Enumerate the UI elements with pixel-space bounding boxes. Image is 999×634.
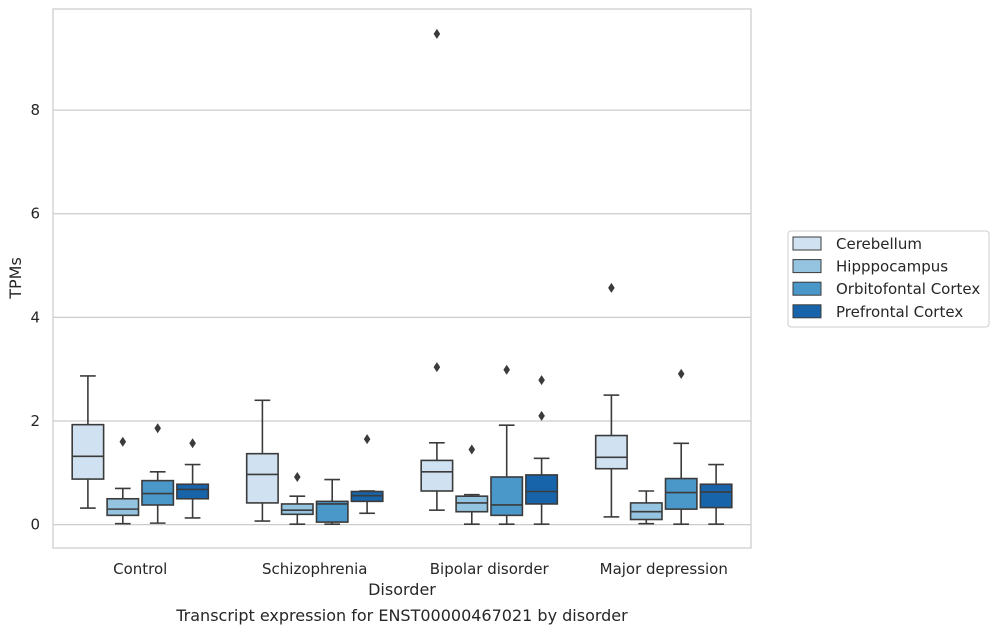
box-iqr [106,497,140,517]
y-tick-label: 0 [30,516,40,534]
legend-swatch [792,259,822,274]
box [141,423,175,524]
legend-label: Cerebellum [836,235,922,253]
box [594,282,628,518]
outlier-point [189,438,196,449]
box [455,444,489,525]
outlier-point [154,423,161,434]
x-tick-label: Schizophrenia [262,560,367,578]
outlier-point [363,434,371,445]
x-axis-label: Disorder [368,580,436,599]
box [350,434,384,515]
box [699,463,733,525]
legend-frame [787,230,990,328]
legend-swatch [792,236,822,251]
box-iqr [594,434,628,470]
x-tick-labels: Control Schizophrenia Bipolar disorder Majo… [113,560,728,578]
box [315,478,349,525]
outlier-point [294,471,301,482]
x-tick-label: Bipolar disorder [430,560,550,578]
x-tick-label: Major depression [600,560,728,578]
y-tick-label: 4 [30,308,40,326]
outlier-point [503,364,510,375]
box [490,364,524,525]
legend-label: Prefrontal Cortex [836,303,963,321]
box [629,490,663,525]
outlier-point [538,410,545,421]
y-tick-label: 8 [30,101,40,119]
outlier-point [433,28,441,39]
legend-swatch [792,281,822,296]
box-iqr [71,423,105,480]
plot-area [53,9,751,548]
legend-item: Hipppocampus [792,258,948,276]
box [420,28,454,511]
outlier-point [608,282,615,293]
y-tick-label: 6 [30,205,40,223]
chart-caption: Transcript expression for ENST0000046702… [175,606,628,625]
box-iqr [455,495,489,513]
legend-label: Orbitofontal Cortex [836,280,980,298]
box-groups [71,28,733,525]
box-iqr [176,483,210,500]
outlier-point [468,444,476,455]
box-iqr [490,476,524,517]
box-iqr [664,477,698,510]
box-iqr [280,503,314,516]
box [106,436,140,525]
gridlines [53,109,751,526]
legend-item: Prefrontal Cortex [792,303,963,321]
box-iqr [699,483,733,509]
y-tick-labels: 0 2 4 6 8 [30,101,40,534]
y-axis-label: TPMs [6,257,25,300]
box [664,368,698,525]
box-iqr [245,452,279,504]
x-tick-label: Control [113,560,167,578]
box [176,438,210,519]
outlier-point [119,436,127,447]
box-iqr [525,474,559,505]
box [280,471,314,525]
legend: Cerebellum Hipppocampus Orbitofontal Corte… [787,230,990,328]
outlier-point [677,368,685,379]
plot-frame [52,8,752,549]
box [71,375,105,509]
legend-item: Cerebellum [792,235,922,253]
legend-label: Hipppocampus [836,258,948,276]
legend-swatch [792,304,822,319]
box-iqr [315,500,349,523]
box [525,375,559,525]
box [245,399,279,522]
outlier-point [538,375,545,386]
outlier-point [433,362,441,373]
box-iqr [420,459,454,492]
legend-item: Orbitofontal Cortex [792,280,980,298]
y-tick-label: 2 [30,412,40,430]
